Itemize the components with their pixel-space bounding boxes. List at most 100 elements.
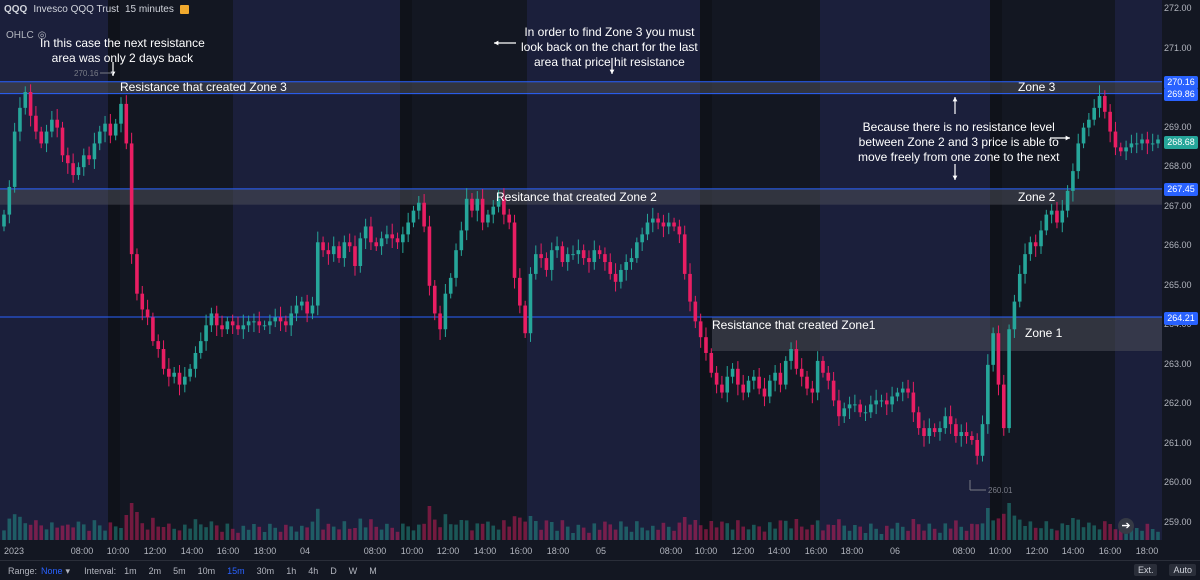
- candle-body: [778, 372, 783, 385]
- volume-bar: [767, 522, 772, 540]
- volume-bar: [236, 532, 240, 540]
- time-tick-label: 18:00: [1135, 546, 1159, 556]
- volume-bar: [932, 528, 937, 540]
- volume-bar: [1049, 528, 1054, 540]
- volume-bar: [948, 528, 953, 540]
- volume-bar: [459, 520, 464, 540]
- volume-bar: [884, 525, 889, 540]
- volume-bar: [1017, 519, 1022, 540]
- interval-option-15m[interactable]: 15m: [227, 566, 245, 576]
- auto-button[interactable]: Auto: [1169, 564, 1196, 576]
- candle-body: [1033, 242, 1038, 247]
- volume-bar: [581, 527, 586, 540]
- candle-body: [1007, 329, 1011, 429]
- flag-icon: [179, 5, 189, 14]
- volume-bar: [996, 518, 1001, 540]
- candle-body: [448, 277, 453, 294]
- candle-body: [794, 349, 799, 369]
- symbol-header[interactable]: QQQ Invesco QQQ Trust 15 minutes: [4, 4, 189, 15]
- time-tick-label: 12:00: [731, 546, 755, 556]
- candle-body: [87, 155, 91, 160]
- volume-bar: [619, 521, 623, 540]
- candle-body: [278, 317, 283, 322]
- interval-option-4h[interactable]: 4h: [308, 566, 319, 576]
- range-select[interactable]: None: [41, 566, 63, 576]
- res-zone1-label: Resistance that created Zone1: [712, 318, 876, 332]
- candle-body: [991, 333, 995, 365]
- volume-bar: [555, 530, 559, 540]
- candle-body: [959, 432, 964, 437]
- candle-body: [645, 222, 650, 235]
- candle-body: [975, 439, 979, 456]
- candle-body: [725, 376, 730, 393]
- volume-bar: [310, 521, 315, 540]
- interval-option-M[interactable]: M: [369, 566, 377, 576]
- volume-bar: [672, 530, 676, 540]
- volume-bar: [188, 528, 192, 540]
- candle-body: [480, 198, 485, 223]
- interval-option-D[interactable]: D: [330, 566, 337, 576]
- zone2-label: Zone 2: [1018, 190, 1056, 204]
- volume-bar: [805, 529, 809, 540]
- price-tick-label: 268.00: [1164, 161, 1192, 172]
- candle-body: [103, 123, 107, 132]
- volume-bar: [97, 525, 102, 540]
- volume-bar: [39, 525, 44, 540]
- candle-body: [193, 352, 198, 369]
- scroll-to-realtime-button[interactable]: ➔: [1118, 518, 1134, 534]
- volume-bar: [214, 525, 219, 540]
- volume-bar: [677, 522, 682, 540]
- volume-bar: [650, 525, 655, 540]
- low-marker-label: 260.01: [988, 486, 1013, 495]
- chevron-down-icon[interactable]: ▾: [65, 565, 71, 576]
- candle-body: [135, 254, 139, 294]
- volume-bar: [1039, 528, 1043, 540]
- volume-bar: [278, 531, 283, 540]
- volume-bar: [438, 527, 442, 540]
- zone3-label: Zone 3: [1018, 80, 1056, 94]
- candle-body: [555, 246, 559, 251]
- candle-body: [71, 163, 75, 176]
- price-tick-label: 259.00: [1164, 517, 1192, 527]
- interval-label[interactable]: 15 minutes: [124, 4, 174, 15]
- ohlc-legend[interactable]: OHLC ◎: [6, 30, 47, 41]
- interval-option-5m[interactable]: 5m: [173, 566, 186, 576]
- candle-body: [879, 400, 884, 402]
- interval-option-2m[interactable]: 2m: [148, 566, 162, 576]
- volume-bar: [778, 520, 783, 540]
- candle-body: [900, 388, 905, 393]
- candle-body: [927, 428, 932, 437]
- symbol-code[interactable]: QQQ: [4, 4, 28, 15]
- ext-button[interactable]: Ext.: [1133, 564, 1158, 576]
- candle-body: [539, 254, 543, 259]
- volume-bar: [417, 524, 421, 540]
- volume-bar: [1092, 525, 1096, 540]
- interval-option-30m[interactable]: 30m: [256, 566, 275, 576]
- price-tag-zone2: 267.45: [1164, 183, 1198, 196]
- volume-bar: [76, 521, 81, 540]
- volume-bar: [991, 520, 995, 540]
- interval-option-1h[interactable]: 1h: [286, 566, 297, 576]
- price-tick-label: 269.00: [1164, 121, 1192, 132]
- eye-icon[interactable]: ◎: [37, 30, 47, 41]
- candle-body: [198, 341, 203, 353]
- volume-bar: [954, 520, 958, 540]
- candle-body: [1044, 214, 1049, 231]
- candle-body: [209, 313, 214, 326]
- candle-body: [39, 131, 44, 144]
- volume-bar: [289, 526, 293, 540]
- interval-option-1m[interactable]: 1m: [124, 566, 137, 576]
- volume-bar: [858, 526, 862, 540]
- candle-body: [491, 206, 496, 215]
- volume-bar: [1065, 525, 1070, 540]
- volume-bar: [443, 514, 448, 540]
- volume-bar: [172, 528, 176, 540]
- candle-body: [720, 384, 724, 393]
- interval-option-10m[interactable]: 10m: [197, 566, 216, 576]
- time-tick-label: 12:00: [1025, 546, 1049, 556]
- volume-bar: [326, 523, 331, 540]
- interval-option-W[interactable]: W: [348, 566, 358, 576]
- candle-body: [204, 325, 208, 342]
- candle-body: [666, 222, 671, 227]
